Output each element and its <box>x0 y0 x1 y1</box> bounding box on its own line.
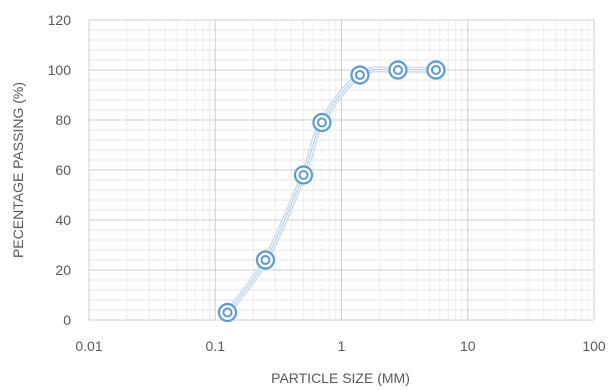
data-point-inner <box>354 70 365 80</box>
y-tick-label: 0 <box>63 312 71 328</box>
y-axis-title: PECENTAGE PASSING (%) <box>10 82 26 258</box>
data-point-inner <box>430 65 441 75</box>
data-point-inner <box>222 307 233 318</box>
data-point-inner <box>316 117 327 128</box>
data-point-inner <box>298 170 309 180</box>
x-tick-label: 0.1 <box>206 338 226 354</box>
y-tick-label: 120 <box>48 12 72 28</box>
y-tick-label: 100 <box>48 62 72 78</box>
grid <box>88 19 595 321</box>
data-point-inner <box>392 65 403 75</box>
x-tick-label: 100 <box>582 338 606 354</box>
data-point-inner <box>260 255 271 265</box>
y-tick-label: 40 <box>55 212 71 228</box>
x-axis-title: PARTICLE SIZE (MM) <box>271 370 410 386</box>
y-tick-label: 80 <box>55 112 71 128</box>
x-tick-label: 0.01 <box>75 338 102 354</box>
x-tick-label: 1 <box>338 338 346 354</box>
x-tick-label: 10 <box>460 338 476 354</box>
y-tick-label: 20 <box>55 262 71 278</box>
y-tick-label: 60 <box>55 162 71 178</box>
plot-area <box>217 60 446 323</box>
axes: 0 20 40 60 80 100 120 0.01 0.1 1 10 100 <box>48 12 606 354</box>
